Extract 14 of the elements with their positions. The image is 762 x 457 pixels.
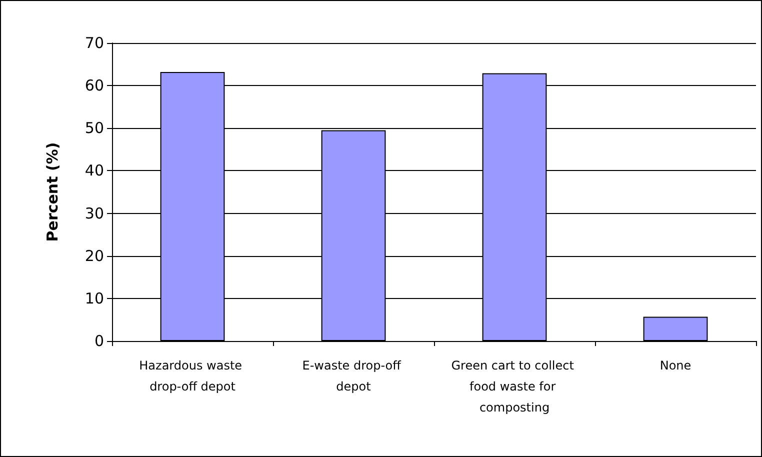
x-tick-label: None [660, 358, 692, 372]
bar [643, 316, 708, 341]
y-tick-label: 40 [84, 162, 104, 180]
y-tick-label: 50 [84, 119, 104, 138]
y-tick-label: 10 [84, 289, 104, 308]
x-tick-label: Green cart to collect food waste for composting [451, 358, 578, 414]
y-tick-label: 20 [84, 246, 104, 265]
y-axis-title: Percent (%) [44, 142, 62, 242]
x-tick-label: E-waste drop-off depot [302, 358, 405, 394]
y-tick-label: 60 [84, 76, 104, 95]
y-tick-label: 0 [94, 332, 104, 350]
x-tick-label: Hazardous waste drop-off depot [139, 358, 246, 394]
y-tick-label: 70 [84, 34, 104, 52]
y-tick-label: 30 [84, 204, 104, 222]
